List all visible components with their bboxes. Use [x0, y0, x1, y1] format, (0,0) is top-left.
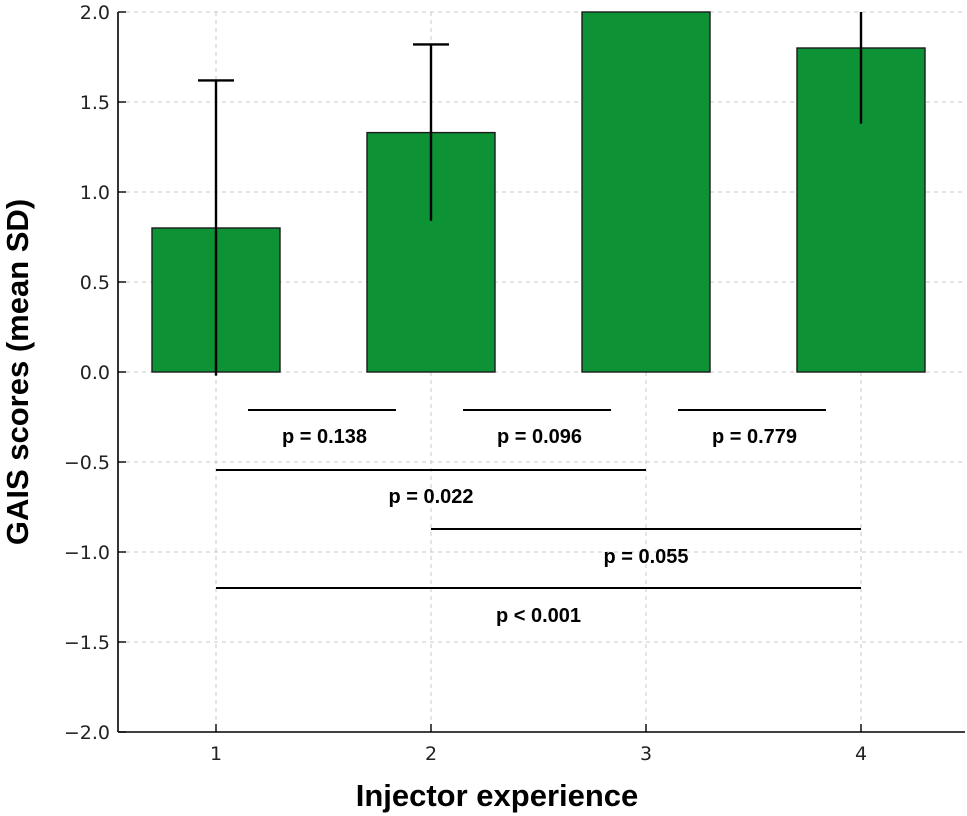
y-tick-label: −1.0: [64, 542, 110, 564]
bar: [581, 11, 711, 373]
comparison-brackets: p = 0.138 p = 0.096 p = 0.779 p = 0.022 p = …: [216, 409, 861, 627]
x-tick-label: 2: [425, 743, 437, 765]
y-tick-label: 1.5: [80, 92, 110, 114]
p-value-label: p < 0.001: [496, 605, 581, 627]
y-tick-label: −1.5: [64, 632, 110, 654]
x-axis-title: Injector experience: [356, 778, 639, 813]
y-tick-label: −0.5: [64, 452, 110, 474]
y-tick-label: −2.0: [64, 722, 110, 744]
p-value-label: p = 0.096: [497, 426, 582, 448]
y-tick-label: 0.5: [80, 272, 110, 294]
x-tick-label: 3: [640, 743, 652, 765]
p-value-label: p = 0.022: [388, 486, 473, 508]
x-tick-label: 4: [855, 743, 867, 765]
p-value-label: p = 0.779: [712, 426, 797, 448]
p-value-label: p = 0.138: [282, 426, 367, 448]
axes: −2.0 −1.5 −1.0 −0.5 0.0 0.5 1.0 1.5 2.0 1 2 3 4: [64, 2, 965, 765]
y-tick-label: 2.0: [80, 2, 110, 24]
error-bars: [198, 12, 863, 376]
y-axis-title: GAIS scores (mean SD): [0, 199, 35, 545]
x-tick-label: 1: [210, 743, 222, 765]
p-value-label: p = 0.055: [603, 546, 688, 568]
y-tick-label: 0.0: [80, 362, 110, 384]
y-tick-label: 1.0: [80, 182, 110, 204]
bars: [151, 11, 926, 373]
